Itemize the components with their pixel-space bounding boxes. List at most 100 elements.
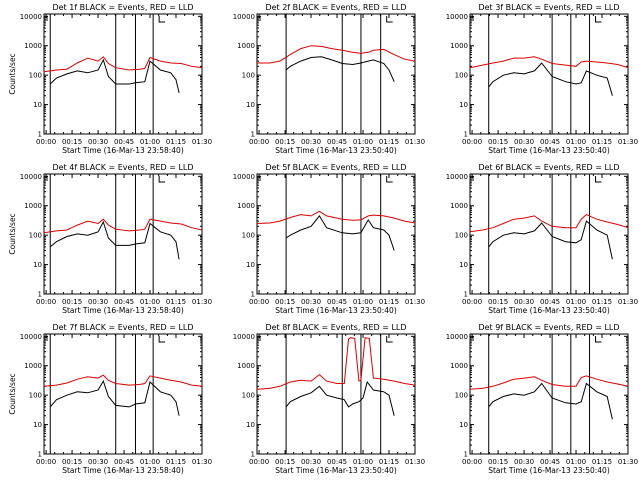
panel-title: Det 5f BLACK = Events, RED = LLD xyxy=(265,163,406,172)
x-tick-label: 01:15 xyxy=(592,458,612,466)
x-tick-label: 00:00 xyxy=(36,458,56,466)
corner-mark xyxy=(386,176,393,183)
x-tick-label: 00:00 xyxy=(249,298,269,306)
detector-panel-2: Det 2f BLACK = Events, RED = LLD 1 10 100 10… xyxy=(233,3,425,155)
x-tick-label: 00:45 xyxy=(327,458,347,466)
x-axis-label: Start Time (16-Mar-13 23:50:40) xyxy=(488,306,610,315)
plot-frame xyxy=(469,333,629,455)
x-tick-label: 01:00 xyxy=(140,458,160,466)
x-tick-label: 01:30 xyxy=(405,298,425,306)
y-tick-label: 1 xyxy=(251,451,255,459)
x-tick-label: 01:15 xyxy=(166,458,186,466)
x-tick-label: 00:15 xyxy=(62,298,82,306)
y-axis-label: Counts/sec xyxy=(8,213,17,254)
lld-series-line xyxy=(256,337,416,390)
detector-panel-6: Det 6f BLACK = Events, RED = LLD 1 10 100 10… xyxy=(446,163,638,315)
detector-panel-7: Det 7f BLACK = Events, RED = LLD 1 10 100 10… xyxy=(8,323,212,475)
x-tick-label: 01:00 xyxy=(353,298,373,306)
plot-frame xyxy=(43,173,203,295)
corner-mark xyxy=(595,176,602,183)
x-tick-label: 00:45 xyxy=(114,298,134,306)
y-tick-label: 10000 xyxy=(20,13,42,21)
y-tick-label: 10 xyxy=(33,101,42,109)
y-tick-label: 1 xyxy=(251,131,255,139)
y-tick-label: 10 xyxy=(246,261,255,269)
x-tick-label: 01:30 xyxy=(192,458,212,466)
detector-panel-9: Det 9f BLACK = Events, RED = LLD 1 10 100 10… xyxy=(446,323,638,475)
x-axis-label: Start Time (16-Mar-13 23:58:40) xyxy=(62,306,184,315)
x-tick-label: 00:00 xyxy=(249,458,269,466)
plot-frame xyxy=(43,333,203,455)
x-tick-label: 00:30 xyxy=(301,298,321,306)
y-tick-label: 1 xyxy=(464,451,468,459)
corner-mark xyxy=(158,176,166,183)
x-tick-label: 00:00 xyxy=(36,138,56,146)
x-tick-label: 00:00 xyxy=(462,458,482,466)
panel-title: Det 4f BLACK = Events, RED = LLD xyxy=(52,163,193,172)
plot-frame xyxy=(256,173,416,295)
y-axis-label: Counts/sec xyxy=(8,373,17,414)
y-tick-label: 1 xyxy=(464,131,468,139)
y-tick-label: 10000 xyxy=(233,13,255,21)
y-tick-label: 10000 xyxy=(20,333,42,341)
x-tick-label: 00:30 xyxy=(514,138,534,146)
x-tick-label: 01:30 xyxy=(618,458,638,466)
y-tick-label: 10000 xyxy=(446,13,468,21)
detector-panel-4: Det 4f BLACK = Events, RED = LLD 1 10 100 10… xyxy=(8,163,212,315)
x-tick-label: 01:30 xyxy=(192,298,212,306)
y-axis-label: Counts/sec xyxy=(8,53,17,94)
x-tick-label: 00:45 xyxy=(540,298,560,306)
x-tick-label: 01:30 xyxy=(405,138,425,146)
y-tick-label: 1 xyxy=(38,291,42,299)
y-tick-label: 10000 xyxy=(20,173,42,181)
plot-frame xyxy=(256,13,416,135)
x-tick-label: 01:15 xyxy=(379,458,399,466)
x-tick-label: 00:15 xyxy=(62,458,82,466)
y-tick-label: 10 xyxy=(33,261,42,269)
x-tick-label: 01:30 xyxy=(405,458,425,466)
y-tick-label: 100 xyxy=(29,232,42,240)
x-tick-label: 00:15 xyxy=(62,138,82,146)
panel-title: Det 6f BLACK = Events, RED = LLD xyxy=(478,163,619,172)
x-tick-label: 01:15 xyxy=(592,138,612,146)
x-tick-label: 00:15 xyxy=(275,458,295,466)
y-tick-label: 100 xyxy=(29,392,42,400)
corner-mark xyxy=(386,336,393,343)
lld-series-line xyxy=(469,375,629,390)
y-tick-label: 10 xyxy=(459,421,468,429)
x-tick-label: 01:15 xyxy=(166,138,186,146)
y-tick-label: 10000 xyxy=(233,333,255,341)
x-tick-label: 01:00 xyxy=(566,458,586,466)
x-tick-label: 01:00 xyxy=(566,298,586,306)
lld-series-line xyxy=(256,210,416,224)
y-tick-label: 100 xyxy=(455,72,468,80)
y-tick-label: 10 xyxy=(246,421,255,429)
events-series-line xyxy=(488,220,613,260)
x-tick-label: 00:00 xyxy=(249,138,269,146)
x-tick-label: 00:45 xyxy=(114,138,134,146)
detector-panel-1: Det 1f BLACK = Events, RED = LLD 1 10 100 10… xyxy=(8,3,212,155)
x-tick-label: 00:30 xyxy=(88,138,108,146)
y-tick-label: 1000 xyxy=(24,362,42,370)
x-axis-label: Start Time (16-Mar-13 23:50:40) xyxy=(275,146,397,155)
plot-frame xyxy=(43,13,203,135)
events-series-line xyxy=(49,220,180,260)
y-tick-label: 10 xyxy=(459,101,468,109)
x-axis-label: Start Time (16-Mar-13 23:50:40) xyxy=(488,146,610,155)
y-tick-label: 1 xyxy=(38,131,42,139)
x-tick-label: 01:00 xyxy=(140,138,160,146)
y-tick-label: 10 xyxy=(459,261,468,269)
y-tick-label: 1000 xyxy=(237,362,255,370)
corner-mark xyxy=(386,16,393,23)
x-tick-label: 01:15 xyxy=(379,138,399,146)
x-axis-label: Start Time (16-Mar-13 23:58:40) xyxy=(62,146,184,155)
x-tick-label: 00:30 xyxy=(514,298,534,306)
x-tick-label: 00:15 xyxy=(275,138,295,146)
y-tick-label: 10 xyxy=(246,101,255,109)
x-axis-label: Start Time (16-Mar-13 23:50:40) xyxy=(275,466,397,475)
events-series-line xyxy=(49,58,180,94)
x-tick-label: 00:15 xyxy=(488,138,508,146)
y-tick-label: 100 xyxy=(242,392,255,400)
detector-panel-5: Det 5f BLACK = Events, RED = LLD 1 10 100 10… xyxy=(233,163,425,315)
